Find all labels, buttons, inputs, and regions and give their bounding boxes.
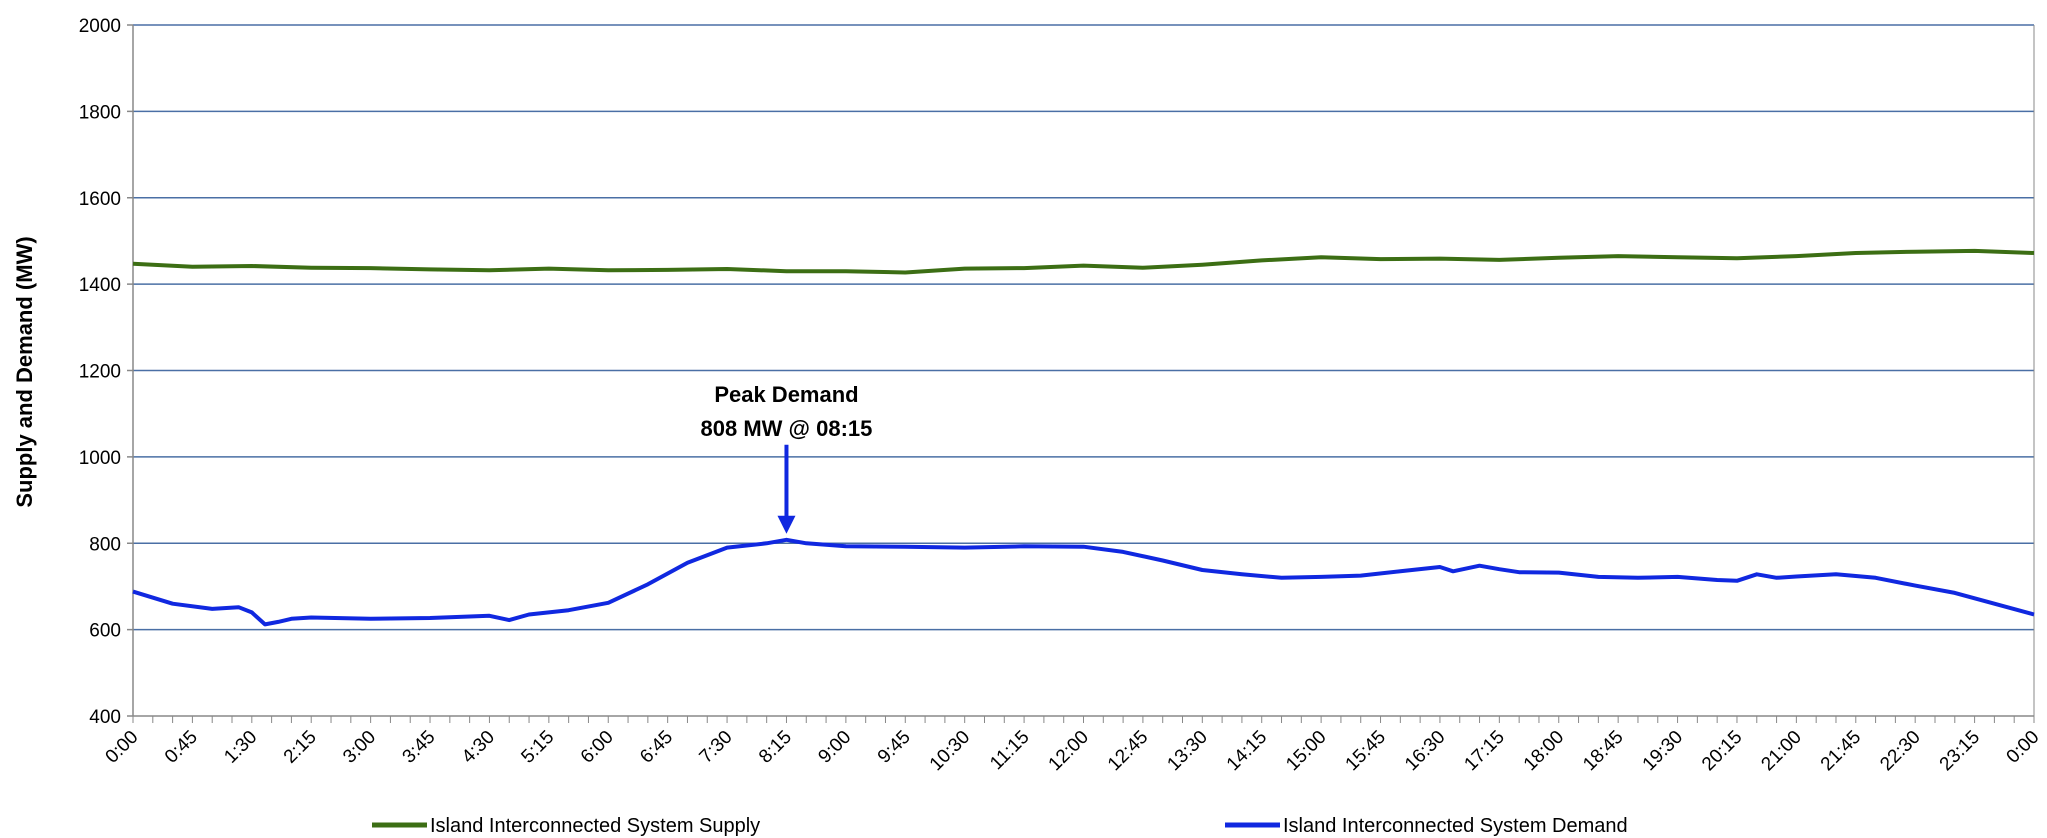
x-tick-label: 20:15 xyxy=(1698,727,1746,775)
y-tick-label: 1800 xyxy=(79,102,121,123)
series-lines xyxy=(132,248,2035,627)
x-tick-label: 3:45 xyxy=(399,727,440,768)
x-tick-label: 12:45 xyxy=(1104,727,1152,775)
legend: Island Interconnected System Supply Isla… xyxy=(372,815,1628,837)
x-tick-label: 0:00 xyxy=(102,727,143,768)
supply-line xyxy=(132,248,2035,275)
y-tick-label: 1000 xyxy=(79,448,121,469)
y-tick-label: 400 xyxy=(89,707,121,728)
x-tick-label: 14:15 xyxy=(1223,727,1271,775)
x-tick-label: 21:00 xyxy=(1757,727,1805,775)
x-tick-label: 10:30 xyxy=(926,727,974,775)
annotation-arrowhead xyxy=(777,515,796,534)
x-tick-label: 3:00 xyxy=(339,727,380,768)
x-tick-label: 15:00 xyxy=(1282,727,1330,775)
annotation-title: Peak Demand xyxy=(714,382,858,407)
y-tick-label: 1200 xyxy=(79,362,121,383)
x-tick-label: 6:45 xyxy=(636,727,677,768)
x-axis-tick-labels: 0:00 0:45 1:30 2:15 3:00 3:45 4:30 5:15 6:00 6:45… xyxy=(102,716,2044,775)
x-tick-label: 5:15 xyxy=(517,727,558,768)
y-axis-tick-labels: 400 600 800 1000 1200 1400 1600 1800 2000 xyxy=(79,16,133,728)
x-tick-label: 0:00 xyxy=(2003,727,2044,768)
legend-label-demand: Island Interconnected System Demand xyxy=(1283,815,1628,837)
gridlines xyxy=(133,24,2034,631)
x-tick-label: 23:15 xyxy=(1936,727,1984,775)
peak-annotation: Peak Demand 808 MW @ 08:15 xyxy=(701,382,873,534)
x-tick-label: 22:30 xyxy=(1876,727,1924,775)
x-tick-label: 12:00 xyxy=(1045,727,1093,775)
y-tick-label: 2000 xyxy=(79,16,121,37)
y-tick-label: 800 xyxy=(89,534,121,555)
annotation-value: 808 MW @ 08:15 xyxy=(701,416,873,441)
x-tick-label: 18:45 xyxy=(1579,727,1627,775)
x-tick-label: 19:30 xyxy=(1639,727,1687,775)
x-tick-label: 16:30 xyxy=(1401,727,1449,775)
x-tick-label: 2:15 xyxy=(280,727,321,768)
y-tick-label: 1600 xyxy=(79,189,121,210)
x-tick-label: 4:30 xyxy=(458,727,499,768)
x-tick-label: 9:45 xyxy=(874,727,915,768)
y-axis-label: Supply and Demand (MW) xyxy=(12,236,37,507)
x-tick-label: 6:00 xyxy=(577,727,618,768)
x-tick-label: 0:45 xyxy=(161,727,202,768)
x-tick-label: 13:30 xyxy=(1163,727,1211,775)
legend-label-supply: Island Interconnected System Supply xyxy=(430,815,760,837)
y-tick-label: 600 xyxy=(89,621,121,642)
x-tick-label: 15:45 xyxy=(1342,727,1390,775)
demand-line xyxy=(132,537,2035,627)
x-tick-label: 11:15 xyxy=(986,727,1033,774)
x-tick-label: 8:15 xyxy=(755,727,796,768)
x-tick-label: 7:30 xyxy=(696,727,737,768)
x-tick-label: 17:15 xyxy=(1460,727,1508,775)
x-tick-label: 21:45 xyxy=(1817,727,1865,775)
x-tick-label: 18:00 xyxy=(1520,727,1568,775)
y-tick-label: 1400 xyxy=(79,275,121,296)
x-tick-label: 9:00 xyxy=(814,727,855,768)
x-tick-label: 1:30 xyxy=(220,727,261,768)
